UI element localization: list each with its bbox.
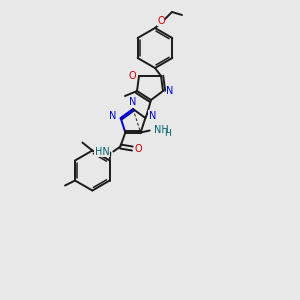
Text: N: N [129, 97, 137, 107]
Text: NH: NH [154, 124, 168, 134]
Text: H: H [164, 129, 170, 138]
Text: N: N [166, 86, 174, 96]
Text: N: N [109, 111, 116, 121]
Text: N: N [149, 111, 156, 121]
Text: O: O [134, 143, 142, 154]
Text: O: O [128, 71, 136, 81]
Text: O: O [157, 16, 165, 26]
Text: HN: HN [94, 146, 110, 157]
